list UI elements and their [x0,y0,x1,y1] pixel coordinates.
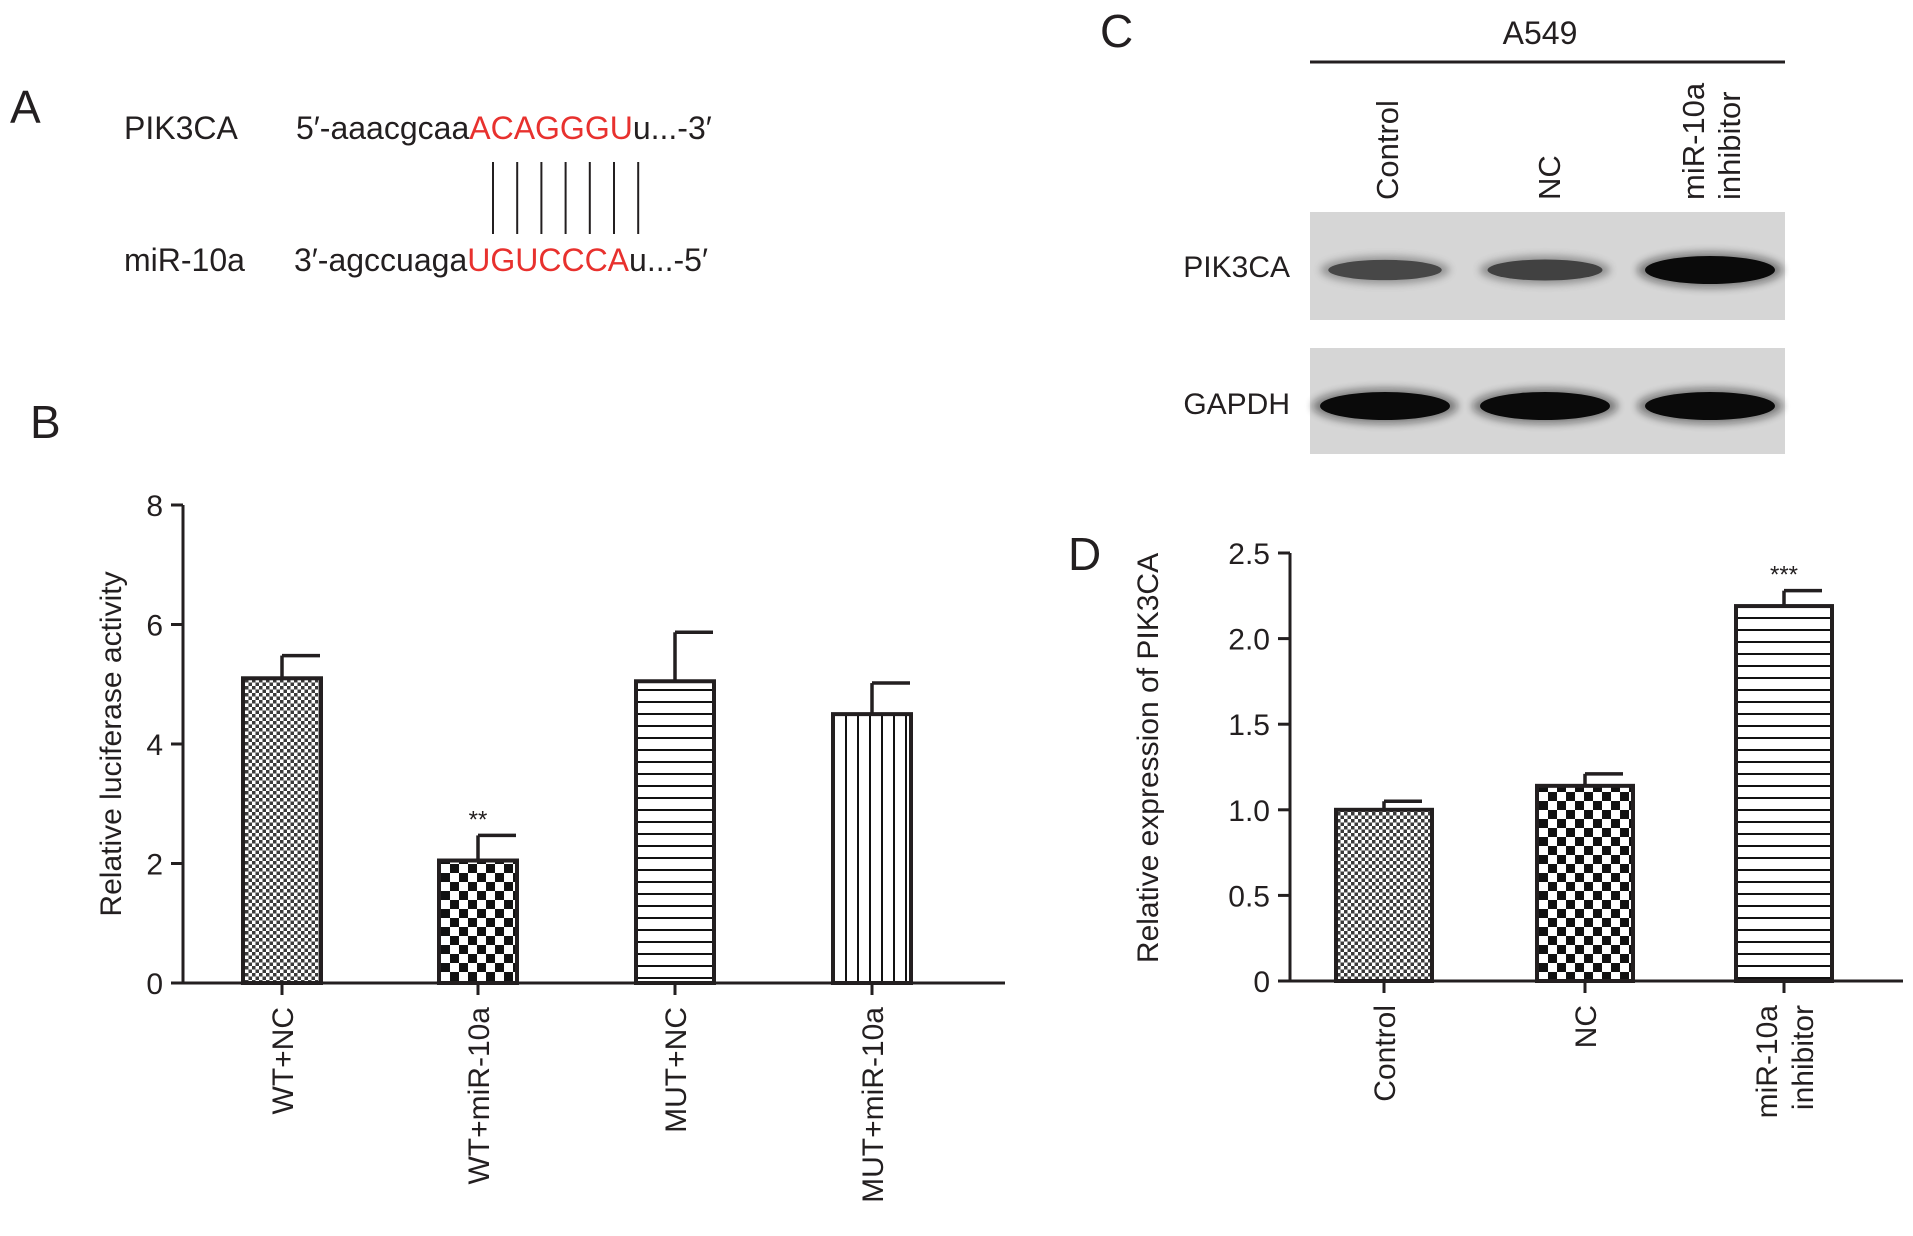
x-label-line: Control [1369,1005,1402,1102]
x-label-nc: NC [1570,1005,1603,1048]
chart-d-bars: *** [1334,562,1834,984]
x-label-line: MUT+miR-10a [857,1007,890,1203]
band-pik3ca-2 [1487,259,1603,281]
x-label-line: miR-10a [1751,1005,1784,1119]
bar-nc [1535,783,1635,983]
mirna-label: miR-10a [124,242,245,278]
gene-seed: ACAGGGU [469,110,633,146]
gene-label: PIK3CA [124,110,238,146]
y-tick-label: 1.5 [1228,709,1270,742]
lane-label-control: Control [1370,100,1405,200]
lane-label-line: miR-10a [1676,82,1711,200]
x-label-line: inhibitor [1787,1005,1820,1110]
bar-mut-mir-10a [831,712,913,985]
mirna-suffix: u...-5′ [629,242,708,278]
lane-label-nc: NC [1532,155,1567,200]
blot-bands [1312,252,1783,424]
gene-sequence: 5′-aaacgcaaACAGGGUu...-3′ [296,110,712,147]
chart-b-ticks: 0 2 4 6 8 [146,490,183,1001]
bar-mut-nc [634,679,716,985]
chart-d-expression: Relative expression of PIK3CA 0 0.5 1.0 1.5… [1132,538,1903,1118]
panel-label-a: A [10,81,41,133]
significance-marker: ** [469,806,488,833]
chart-b-bars: ** [241,630,913,986]
bar-wt-nc [241,676,323,986]
blot-label-pik3ca: PIK3CA [1183,251,1290,284]
band-pik3ca-1 [1328,259,1442,281]
chart-b-y-label: Relative luciferase activity [95,571,128,916]
chart-b-x-labels: WT+NC WT+miR-10a MUT+NC MUT+miR-10a [267,983,890,1203]
bar-control [1334,807,1434,983]
y-tick-label: 2 [146,849,163,882]
x-label-mir-10a: miR-10a inhibitor [1751,1005,1820,1119]
gene-prefix: 5′-aaacgcaa [296,110,470,146]
x-label-wt-mir-10a: WT+miR-10a [463,1007,496,1185]
western-blot: A549 Control NC miR-10ainhibitor PIK3CA GA… [1183,15,1785,454]
lane-label-line: inhibitor [1712,91,1747,200]
mirna-prefix: 3′-agccuaga [294,242,468,278]
lane-label-mir-10a: miR-10ainhibitor [1676,82,1747,200]
x-label-line: WT+miR-10a [463,1007,496,1185]
y-tick-label: 0.5 [1228,880,1270,913]
x-label-line: NC [1570,1005,1603,1048]
y-tick-label: 2.5 [1228,538,1270,571]
x-label-mut-mir-10a: MUT+miR-10a [857,1007,890,1203]
base-pair-lines [492,162,640,234]
band-gapdh-1 [1320,392,1450,420]
panel-label-c: C [1100,5,1134,57]
x-label-line: MUT+NC [660,1007,693,1133]
y-tick-label: 4 [146,729,163,762]
cell-line-label: A549 [1503,15,1578,51]
y-tick-label: 2.0 [1228,624,1270,657]
x-label-mut-nc: MUT+NC [660,1007,693,1133]
chart-d-ticks: 0 0.5 1.0 1.5 2.0 2.5 [1228,538,1290,999]
chart-d-x-labels: Control NC miR-10a inhibitor [1369,981,1820,1118]
lane-label-line: Control [1370,100,1405,200]
blot-label-gapdh: GAPDH [1183,388,1290,421]
lane-labels: Control NC miR-10ainhibitor [1370,82,1747,200]
x-label-wt-nc: WT+NC [267,1007,300,1115]
chart-b-luciferase: Relative luciferase activity 0 2 4 6 8 ** WT… [95,490,1005,1203]
mirna-seed: UGUCCCA [467,242,630,278]
y-tick-label: 0 [1253,966,1270,999]
significance-marker: *** [1770,562,1798,589]
band-pik3ca-3 [1645,256,1775,284]
bar-mir-10a-inhibitor [1734,604,1834,984]
y-tick-label: 0 [146,968,163,1001]
lane-label-line: NC [1532,155,1567,200]
y-tick-label: 1.0 [1228,795,1270,828]
band-gapdh-3 [1645,392,1775,420]
gene-suffix: u...-3′ [632,110,712,146]
band-gapdh-2 [1480,392,1610,420]
y-tick-label: 8 [146,490,163,523]
panel-label-d: D [1068,528,1102,580]
x-label-line: WT+NC [267,1007,300,1115]
y-tick-label: 6 [146,610,163,643]
x-label-control: Control [1369,1005,1402,1102]
bar-wt-mir-10a [437,858,519,986]
chart-d-y-label: Relative expression of PIK3CA [1132,553,1165,963]
panel-label-b: B [30,396,61,448]
mirna-sequence: 3′-agccuagaUGUCCCAu...-5′ [294,242,708,279]
